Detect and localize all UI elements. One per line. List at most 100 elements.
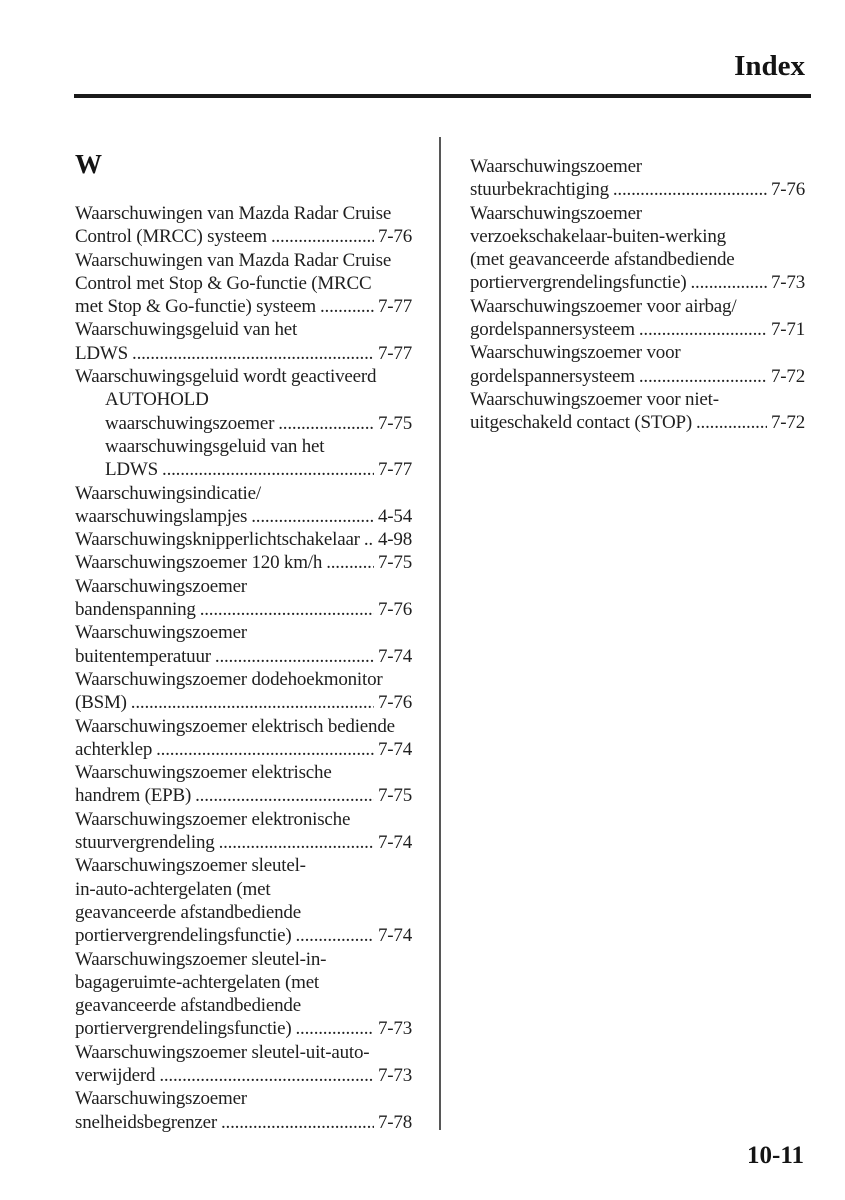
entry-line: (BSM) 7-76 [75, 691, 412, 714]
index-entry: Waarschuwingszoemer dodehoekmonitor (BSM)… [75, 668, 412, 715]
entry-line: Waarschuwingszoemer voor niet- [470, 388, 719, 410]
entry-text: waarschuwingszoemer [105, 412, 275, 434]
entry-page-ref: 7-76 [377, 692, 412, 714]
entry-text: (BSM) [75, 692, 127, 714]
entry-line: uitgeschakeld contact (STOP) 7-72 [470, 411, 805, 434]
dot-leader [639, 318, 767, 341]
column-divider [439, 137, 441, 1130]
entry-line: stuurbekrachtiging 7-76 [470, 178, 805, 201]
entry-text: bandenspanning [75, 599, 196, 621]
index-entry: Waarschuwingsgeluid wordt geactiveerd [75, 365, 412, 388]
dot-leader [696, 411, 767, 434]
entry-line: Waarschuwingszoemer [75, 575, 247, 597]
entry-text: gordelspannersysteem [470, 319, 635, 341]
entry-line: buitentemperatuur 7-74 [75, 645, 412, 668]
index-entry: Waarschuwingszoemer sleutel-in-auto-acht… [75, 854, 412, 947]
entry-page-ref: 7-71 [770, 319, 805, 341]
index-column-left: W Waarschuwingen van Mazda Radar Cruise C… [75, 138, 412, 1134]
entry-page-ref: 4-98 [377, 529, 412, 551]
entry-line: gordelspannersysteem 7-71 [470, 318, 805, 341]
entry-line: LDWS 7-77 [75, 342, 412, 365]
dot-leader [613, 178, 767, 201]
dot-leader [219, 831, 374, 854]
entry-line: met Stop & Go-functie) systeem 7-77 [75, 295, 412, 318]
entry-line: Waarschuwingen van Mazda Radar Cruise [75, 249, 392, 271]
entry-line: Waarschuwingsindicatie/ [75, 482, 261, 504]
dot-leader [221, 1111, 374, 1134]
entry-text: stuurbekrachtiging [470, 179, 609, 201]
index-entry: Waarschuwingszoemer voor gordelspannersys… [470, 341, 805, 388]
entry-line: Waarschuwingszoemer elektronische [75, 808, 351, 830]
dot-leader [296, 1017, 374, 1040]
entry-line: portiervergrendelingsfunctie) 7-74 [75, 924, 412, 947]
entry-page-ref: 7-72 [770, 365, 805, 387]
entry-line: Waarschuwingszoemer sleutel-in- [75, 948, 327, 970]
entry-page-ref: 4-54 [377, 505, 412, 527]
index-entry: Waarschuwingszoemer 120 km/h 7-75 [75, 551, 412, 574]
entry-page-ref: 7-72 [770, 412, 805, 434]
dot-leader [215, 645, 374, 668]
index-entry: Waarschuwingszoemer sleutel-uit-auto-ver… [75, 1041, 412, 1088]
entry-line: portiervergrendelingsfunctie) 7-73 [470, 271, 805, 294]
entry-text: met Stop & Go-functie) systeem [75, 296, 316, 318]
entry-page-ref: 7-77 [377, 342, 412, 364]
dot-leader [251, 505, 374, 528]
index-entry: Waarschuwingsknipperlichtschakelaar 4-98 [75, 528, 412, 551]
index-entry: Waarschuwingszoemer elektrisch bediende a… [75, 715, 412, 762]
entry-line: verzoekschakelaar-buiten-werking [470, 225, 726, 247]
index-entry: Waarschuwingsindicatie/waarschuwingslamp… [75, 482, 412, 529]
entry-line: stuurvergrendeling 7-74 [75, 831, 412, 854]
entry-text: stuurvergrendeling [75, 832, 215, 854]
entry-line: handrem (EPB) 7-75 [75, 784, 412, 807]
dot-leader [326, 551, 374, 574]
dot-leader [159, 1064, 374, 1087]
dot-leader [132, 342, 374, 365]
dot-leader [296, 924, 374, 947]
entry-text: Waarschuwingsknipperlichtschakelaar [75, 529, 360, 551]
entry-line: geavanceerde afstandbediende [75, 995, 301, 1017]
entry-text: snelheidsbegrenzer [75, 1111, 217, 1133]
entry-line: Waarschuwingszoemer dodehoekmonitor [75, 668, 383, 690]
header-rule [74, 94, 811, 98]
entry-line: Control (MRCC) systeem 7-76 [75, 225, 412, 248]
page-title: Index [734, 50, 805, 82]
entry-page-ref: 7-77 [377, 296, 412, 318]
entry-text: achterklep [75, 738, 153, 760]
entry-line: waarschuwingsgeluid van het [105, 435, 325, 457]
entry-page-ref: 7-75 [377, 552, 412, 574]
entry-line: Waarschuwingszoemer [470, 202, 642, 224]
entry-line: Waarschuwingszoemer voor airbag/ [470, 295, 737, 317]
entry-page-ref: 7-77 [377, 459, 412, 481]
index-entry: Waarschuwingszoemer sleutel-in-bagagerui… [75, 948, 412, 1041]
entry-text: LDWS [75, 342, 129, 364]
entry-page-ref: 7-73 [377, 1018, 412, 1040]
entry-text: uitgeschakeld contact (STOP) [470, 412, 692, 434]
entry-line: Waarschuwingszoemer 120 km/h 7-75 [75, 551, 412, 574]
entry-text: handrem (EPB) [75, 785, 192, 807]
entry-page-ref: 7-75 [377, 785, 412, 807]
entry-text: portiervergrendelingsfunctie) [470, 272, 687, 294]
entry-page-ref: 7-76 [770, 179, 805, 201]
entry-line: portiervergrendelingsfunctie) 7-73 [75, 1017, 412, 1040]
dot-leader [131, 691, 374, 714]
entry-text: Waarschuwingszoemer 120 km/h [75, 552, 323, 574]
entry-line: (met geavanceerde afstandbediende [470, 249, 735, 271]
entry-page-ref: 7-76 [377, 599, 412, 621]
entry-line: Waarschuwingszoemer voor [470, 342, 681, 364]
dot-leader [156, 738, 374, 761]
entry-line: Waarschuwingsgeluid van het [75, 319, 298, 341]
entry-line: snelheidsbegrenzer 7-78 [75, 1111, 412, 1134]
entry-page-ref: 7-74 [377, 925, 412, 947]
entry-line: gordelspannersysteem 7-72 [470, 365, 805, 388]
entry-line: Waarschuwingen van Mazda Radar Cruise [75, 203, 392, 224]
index-entry: Waarschuwingszoemer voor airbag/gordelsp… [470, 295, 805, 342]
entry-line: Control met Stop & Go-functie (MRCC [75, 272, 372, 294]
entry-line: Waarschuwingszoemer [75, 622, 247, 644]
entry-line: Waarschuwingszoemer sleutel-uit-auto- [75, 1041, 370, 1063]
entry-line: bagageruimte-achtergelaten (met [75, 971, 320, 993]
entry-line: waarschuwingslampjes 4-54 [75, 505, 412, 528]
